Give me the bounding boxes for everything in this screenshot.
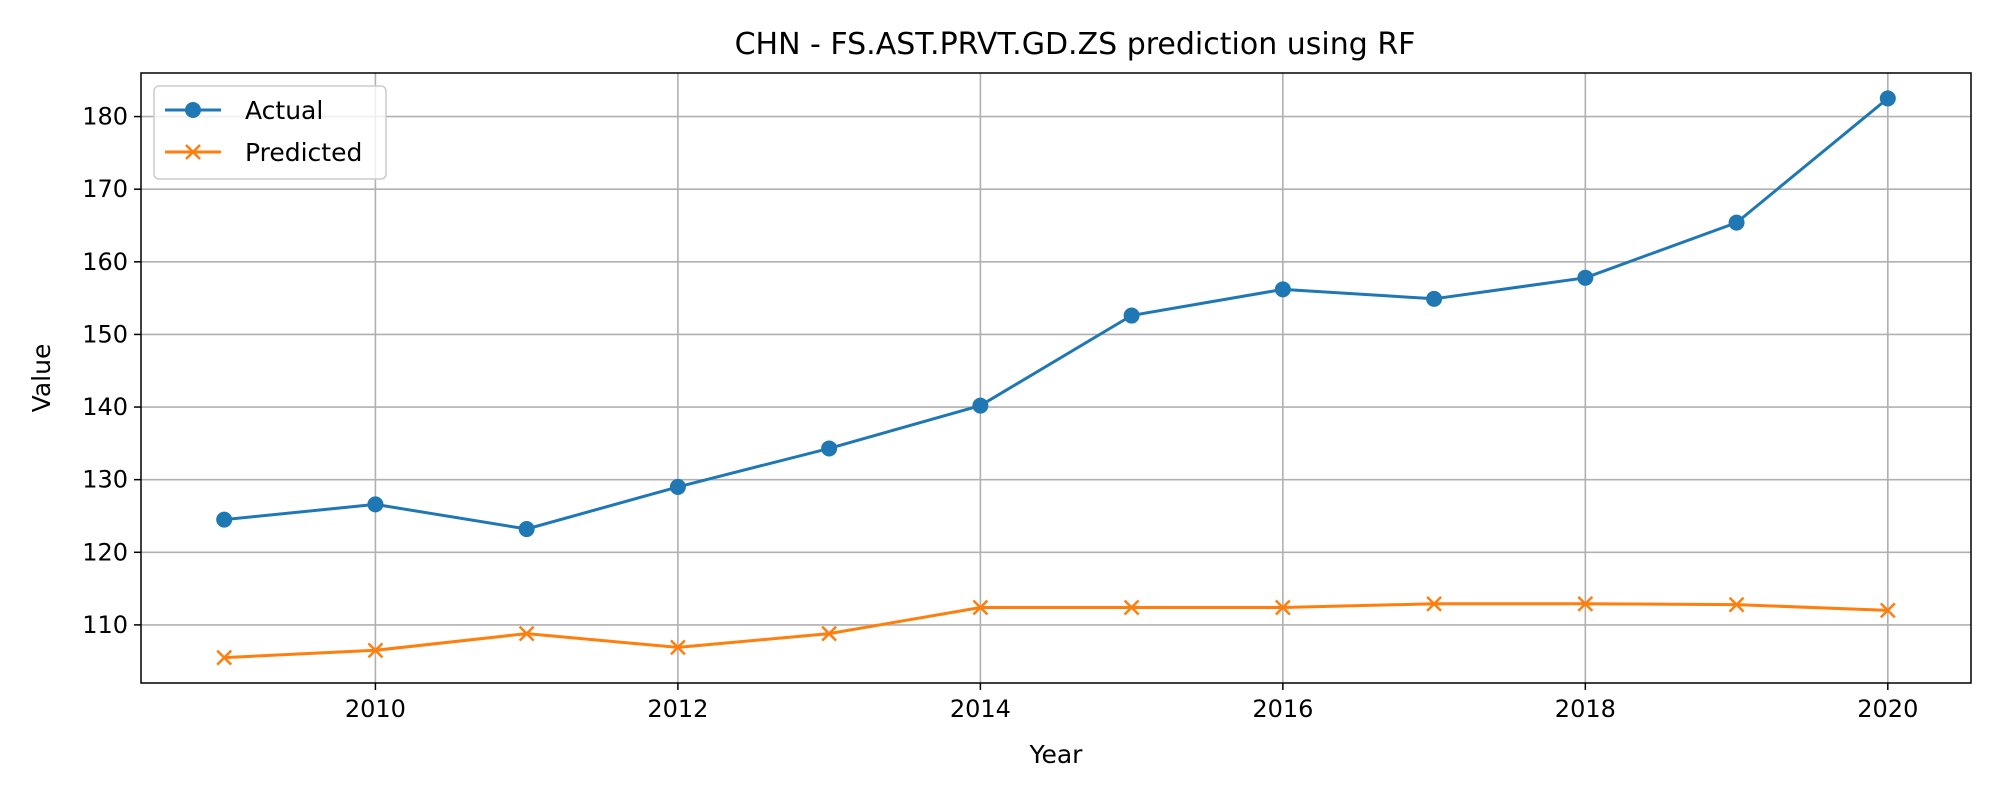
ticks: 2010 2012 2014 2016 2018 2020 110 120 130 140 150 1… xyxy=(82,103,1918,723)
x-tick-label: 2014 xyxy=(950,695,1011,723)
predicted-point xyxy=(1426,595,1442,612)
chart-title: CHN - FS.AST.PRVT.GD.ZS prediction using… xyxy=(735,27,1416,62)
predicted-point xyxy=(670,639,686,656)
predicted-point xyxy=(518,625,535,642)
predicted-point xyxy=(1577,595,1594,612)
predicted-point xyxy=(821,625,838,642)
y-tick-label: 130 xyxy=(82,466,128,494)
x-tick-label: 2012 xyxy=(647,695,708,723)
series-layer xyxy=(216,90,1896,666)
y-tick-label: 170 xyxy=(82,175,128,203)
legend-actual-label: Actual xyxy=(245,96,323,125)
actual-point xyxy=(1123,307,1140,324)
predicted-point xyxy=(972,599,989,616)
y-tick-label: 180 xyxy=(82,103,128,131)
x-tick-label: 2018 xyxy=(1555,695,1616,723)
plot-frame xyxy=(140,72,1972,684)
x-axis-label: Year xyxy=(1029,740,1084,769)
actual-point xyxy=(1879,90,1896,107)
x-tick-label: 2016 xyxy=(1252,695,1313,723)
predicted-point xyxy=(1123,599,1140,616)
legend-predicted-marker xyxy=(185,144,201,160)
y-tick-label: 160 xyxy=(82,248,128,276)
y-tick-label: 140 xyxy=(82,393,128,421)
predicted-point xyxy=(1728,596,1745,613)
actual-point xyxy=(518,521,535,538)
actual-series-line xyxy=(224,97,1889,531)
predicted-point xyxy=(1274,599,1291,616)
legend: Actual Predicted xyxy=(153,85,387,180)
y-tick-label: 150 xyxy=(82,320,128,348)
y-tick-label: 110 xyxy=(82,611,128,639)
predicted-series-line xyxy=(224,602,1888,660)
y-axis-label: Value xyxy=(27,344,56,413)
actual-point xyxy=(821,440,838,457)
actual-point xyxy=(1274,281,1291,298)
predicted-point xyxy=(1879,602,1896,619)
predicted-point xyxy=(367,642,384,659)
grid xyxy=(141,73,1971,683)
x-tick-label: 2020 xyxy=(1857,695,1918,723)
actual-point xyxy=(216,511,233,528)
actual-point xyxy=(367,496,384,513)
legend-predicted-label: Predicted xyxy=(245,138,362,167)
predicted-point xyxy=(216,649,233,666)
actual-point xyxy=(669,478,686,495)
legend-actual-marker xyxy=(185,102,201,118)
actual-point xyxy=(1728,214,1745,231)
x-tick-label: 2010 xyxy=(345,695,406,723)
actual-point xyxy=(972,397,989,414)
actual-point xyxy=(1426,290,1443,307)
y-tick-label: 120 xyxy=(82,538,128,566)
actual-point xyxy=(1577,269,1594,286)
